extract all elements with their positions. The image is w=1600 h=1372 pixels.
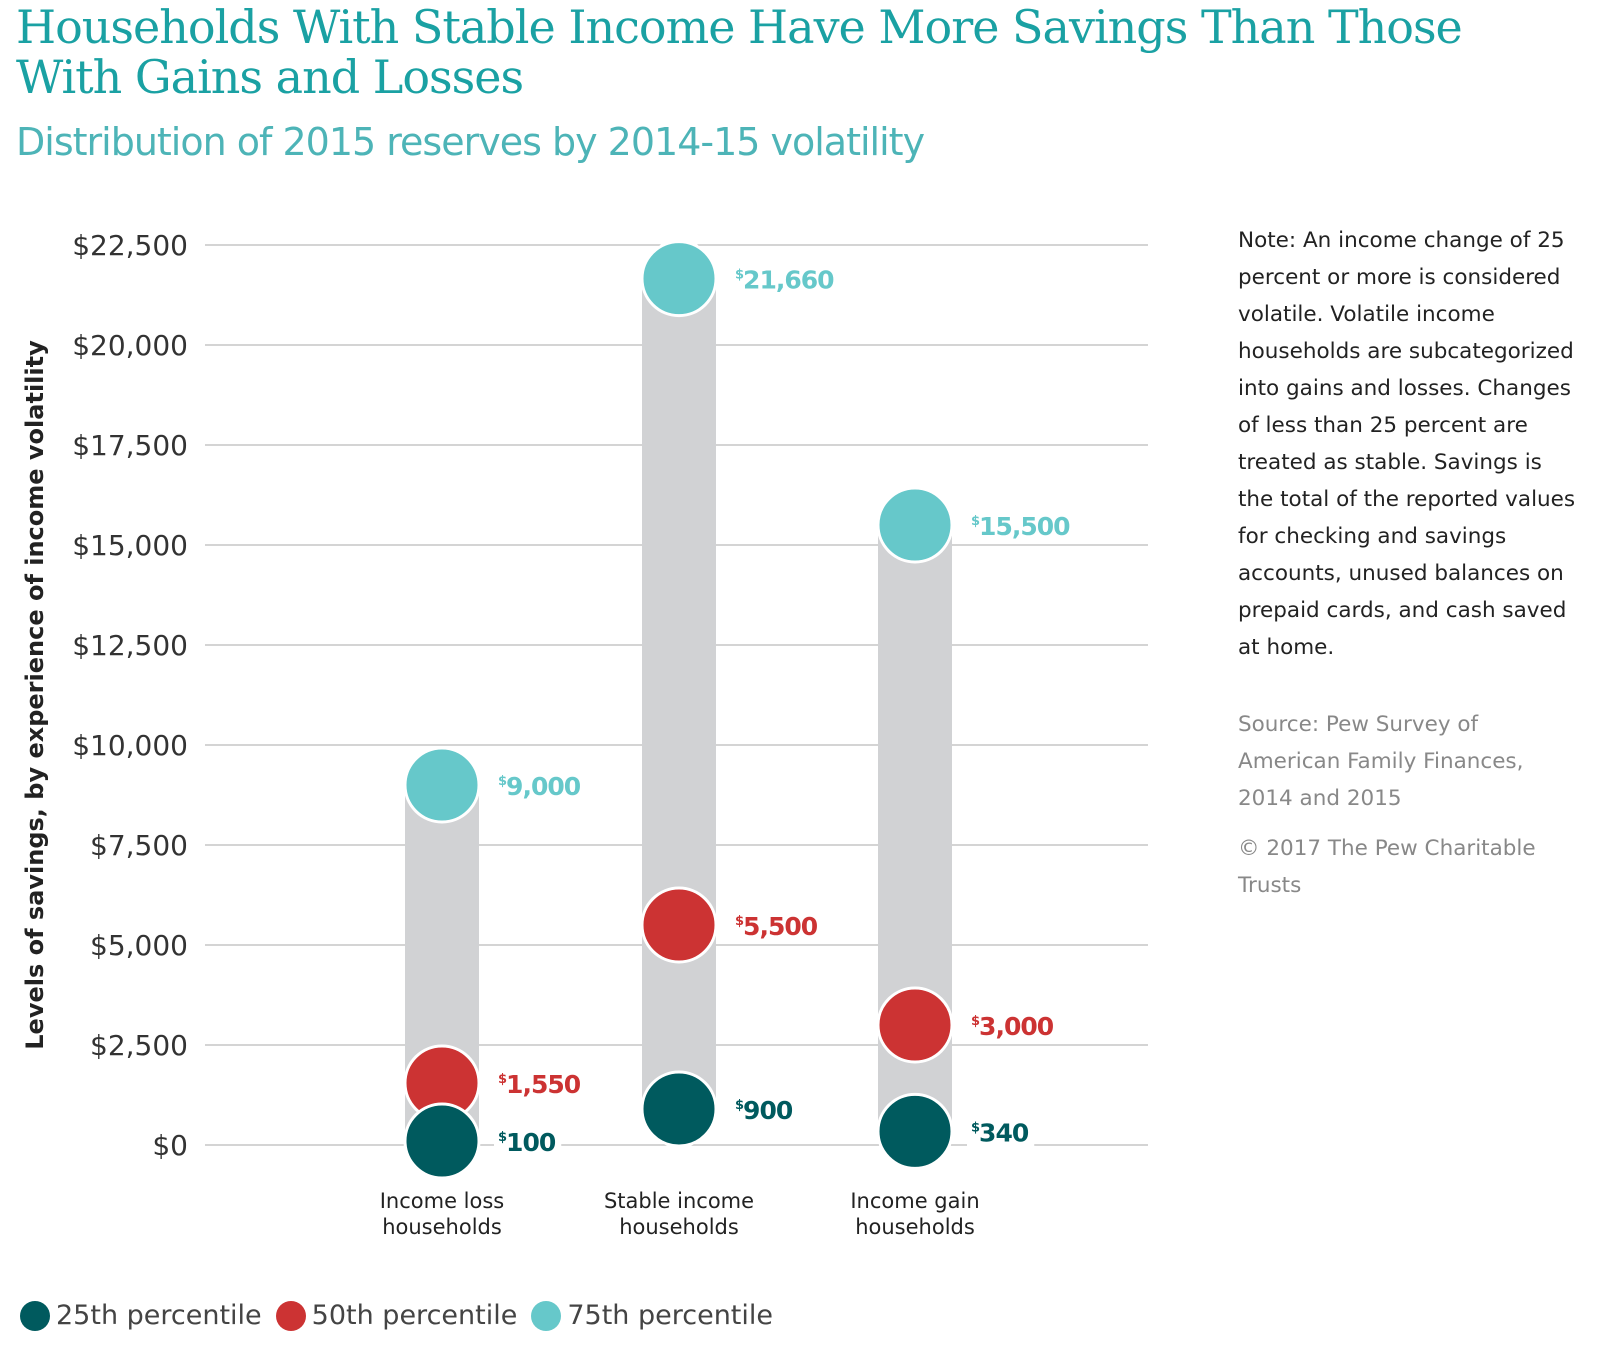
range-bar bbox=[642, 278, 716, 1110]
data-point-25th bbox=[403, 1102, 481, 1180]
label-background bbox=[967, 1009, 1060, 1043]
x-tick-label: Income loss bbox=[380, 1189, 505, 1213]
legend-label: 25th percentile bbox=[56, 1300, 262, 1331]
y-tick-label: $7,500 bbox=[90, 829, 188, 862]
label-background bbox=[494, 1067, 587, 1101]
label-background bbox=[731, 909, 824, 943]
chart-title: Households With Stable Income Have More … bbox=[16, 0, 1463, 104]
data-label: $3,000 bbox=[971, 1012, 1054, 1041]
data-label: $15,500 bbox=[971, 512, 1070, 541]
y-tick-label: $20,000 bbox=[72, 329, 188, 362]
legend-swatch bbox=[275, 1300, 306, 1331]
y-axis-label: Levels of savings, by experience of inco… bbox=[21, 340, 49, 1050]
y-tick-label: $22,500 bbox=[72, 229, 188, 262]
data-label: $1,550 bbox=[498, 1070, 581, 1099]
label-background bbox=[967, 509, 1076, 543]
x-tick-label: Income gain bbox=[850, 1189, 979, 1213]
data-point-25th bbox=[640, 1070, 718, 1148]
source-text: Source: Pew Survey of American Family Fi… bbox=[1238, 712, 1524, 811]
legend: 25th percentile 50th percentile 75th per… bbox=[20, 1300, 787, 1331]
legend-item-50th: 50th percentile bbox=[275, 1300, 518, 1331]
data-point-25th bbox=[876, 1092, 954, 1170]
label-background bbox=[494, 769, 587, 803]
data-point-50th bbox=[876, 986, 954, 1064]
label-background bbox=[967, 1115, 1035, 1150]
y-tick-label: $17,500 bbox=[72, 429, 188, 462]
copyright-text: © 2017 The Pew Charitable Trusts bbox=[1238, 836, 1536, 898]
note-text: Note: An income change of 25 percent or … bbox=[1238, 228, 1576, 660]
y-tick-label: $0 bbox=[152, 1129, 188, 1162]
legend-label: 75th percentile bbox=[567, 1300, 774, 1331]
legend-item-25th: 25th percentile bbox=[20, 1300, 262, 1331]
data-point-75th bbox=[876, 486, 954, 564]
y-tick-label: $5,000 bbox=[90, 929, 188, 962]
data-point-75th bbox=[403, 746, 481, 824]
chart-subtitle: Distribution of 2015 reserves by 2014-15… bbox=[16, 120, 925, 164]
data-label: $100 bbox=[498, 1128, 556, 1157]
legend-label: 50th percentile bbox=[311, 1300, 518, 1331]
data-label: $9,000 bbox=[498, 772, 581, 801]
data-label: $21,660 bbox=[735, 266, 834, 295]
y-tick-label: $15,000 bbox=[72, 529, 188, 562]
data-point-50th bbox=[640, 886, 718, 964]
data-label: $5,500 bbox=[735, 912, 818, 941]
x-tick-label: households bbox=[382, 1215, 502, 1239]
y-tick-label: $10,000 bbox=[72, 729, 188, 762]
x-tick-label: households bbox=[855, 1215, 975, 1239]
data-label: $340 bbox=[971, 1118, 1029, 1147]
y-tick-label: $12,500 bbox=[72, 629, 188, 662]
x-tick-label: Stable income bbox=[604, 1189, 754, 1213]
label-background bbox=[731, 262, 840, 297]
legend-swatch bbox=[531, 1300, 562, 1331]
data-label: $900 bbox=[735, 1096, 793, 1125]
y-tick-label: $2,500 bbox=[90, 1029, 188, 1062]
data-point-75th bbox=[640, 240, 718, 318]
legend-item-75th: 75th percentile bbox=[531, 1300, 773, 1331]
label-background bbox=[494, 1125, 562, 1159]
label-background bbox=[731, 1093, 799, 1127]
x-tick-label: households bbox=[619, 1215, 739, 1239]
legend-swatch bbox=[20, 1300, 50, 1331]
